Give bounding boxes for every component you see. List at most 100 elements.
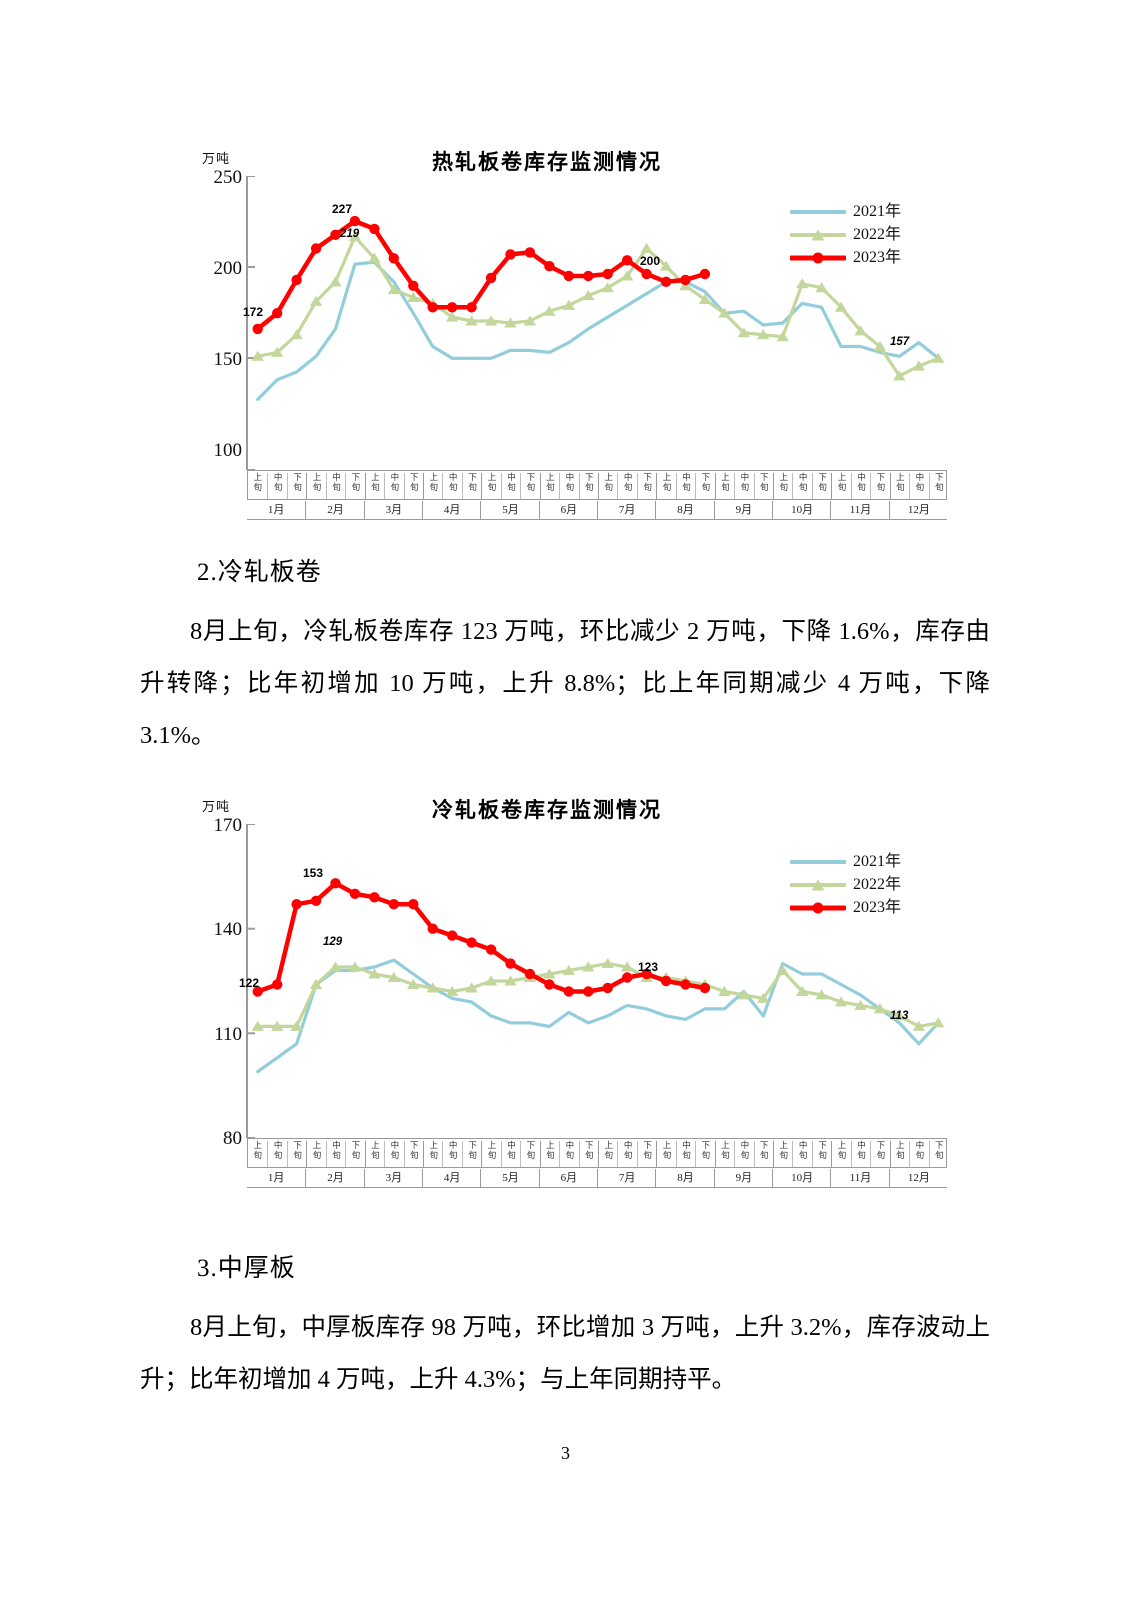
x-axis-decade-label: 上 旬 <box>364 1140 385 1167</box>
x-axis-decade-label: 上 旬 <box>714 1140 735 1167</box>
x-axis-decade-label: 中 旬 <box>850 472 871 499</box>
x-axis-decade-label: 上 旬 <box>481 472 501 499</box>
data-point-marker <box>601 957 614 969</box>
legend-swatch-2023-icon <box>790 899 846 917</box>
chart1-legend-item-2023[interactable]: 2023年 <box>790 246 901 269</box>
x-axis-decade-label: 下 旬 <box>520 472 540 499</box>
x-axis-month-label: 3月 <box>363 1169 423 1187</box>
paragraph-text-medium-plate: 8月上旬，中厚板库存 98 万吨，环比增加 3 万吨，上升 3.2%，库存波动上… <box>140 1314 990 1393</box>
data-point-marker <box>912 1020 925 1031</box>
data-point-marker <box>601 282 614 293</box>
legend-swatch-2022-icon <box>790 876 846 894</box>
data-point-marker <box>815 989 828 1000</box>
x-axis-decade-label: 中 旬 <box>325 1140 346 1167</box>
x-axis-decade-label: 下 旬 <box>461 472 482 499</box>
data-point-marker <box>348 231 362 242</box>
data-point-marker <box>718 307 731 318</box>
x-axis-decade-label: 下 旬 <box>695 1140 715 1167</box>
x-axis-decade-label: 上 旬 <box>831 1140 851 1167</box>
x-axis-decade-label: 下 旬 <box>461 1140 482 1167</box>
x-axis-decade-label: 中 旬 <box>559 472 579 499</box>
chart2-legend-item-2022[interactable]: 2022年 <box>790 873 901 896</box>
data-point-marker <box>252 986 263 997</box>
series-line-2023年 <box>255 218 708 332</box>
x-axis-decade-label: 上 旬 <box>656 1140 676 1167</box>
data-point-marker <box>466 302 477 313</box>
data-point-marker <box>309 295 323 306</box>
x-axis-decade-label: 中 旬 <box>734 472 754 499</box>
chart1-annotation-219: 219 <box>340 228 360 240</box>
x-axis-month-label: 4月 <box>422 501 481 519</box>
x-axis-decade-label: 下 旬 <box>811 472 832 499</box>
data-point-marker <box>582 961 595 972</box>
x-axis-decade-label: 上 旬 <box>889 1140 910 1167</box>
x-axis-month-label: 7月 <box>597 501 656 519</box>
data-point-marker <box>426 982 439 993</box>
x-axis-decade-label: 中 旬 <box>442 1140 462 1167</box>
chart1-legend-item-2022[interactable]: 2022年 <box>790 223 901 246</box>
chart1-annotation-172: 172 <box>243 305 264 319</box>
x-axis-month-label: 12月 <box>888 1169 948 1187</box>
data-point-marker <box>776 331 789 342</box>
x-axis-decade-label: 上 旬 <box>773 472 793 499</box>
paragraph-text-cold-rolled: 8月上旬，冷轧板卷库存 123 万吨，环比减少 2 万吨，下降 1.6%，库存由… <box>140 618 990 749</box>
chart2-legend-label-2022: 2022年 <box>853 875 902 893</box>
x-axis-decade-label: 下 旬 <box>578 1140 599 1167</box>
x-axis-baseline <box>247 1187 947 1188</box>
x-axis-decade-label: 上 旬 <box>253 1140 262 1160</box>
x-axis-decade-label: 下 旬 <box>636 472 657 499</box>
data-point-marker <box>912 360 925 371</box>
x-axis-month-label: 1月 <box>267 504 285 516</box>
chart2-legend-item-2021[interactable]: 2021年 <box>790 850 901 873</box>
x-axis-decade-label: 下 旬 <box>578 472 599 499</box>
data-point-marker <box>893 370 906 381</box>
x-axis-month-label: 10月 <box>772 501 831 519</box>
data-point-marker <box>757 329 770 340</box>
chart2-annotation-123: 123 <box>638 960 659 974</box>
data-point-marker <box>659 260 673 271</box>
x-axis-decade-label: 上 旬 <box>364 472 385 499</box>
chart2-x-axis: 上 旬中 旬下 旬上 旬中 旬下 旬上 旬中 旬下 旬上 旬中 旬下 旬上 旬中… <box>247 1138 947 1190</box>
data-point-marker <box>815 282 828 293</box>
x-axis-month-row: 1月 2月 3月 4月 5月 6月 7月 8月 9月 10月 11月 12月 <box>247 1168 947 1188</box>
x-axis-decade-label: 中 旬 <box>325 472 346 499</box>
data-point-marker <box>757 992 770 1003</box>
chart1-legend-item-2021[interactable]: 2021年 <box>790 200 901 223</box>
x-axis-month-label: 6月 <box>538 501 598 519</box>
data-point-marker <box>544 979 555 990</box>
chart1-plot-area <box>246 176 946 476</box>
x-axis-month-label: 2月 <box>305 1169 364 1187</box>
data-point-marker <box>447 930 458 941</box>
x-axis-decade-row: 上 旬中 旬下 旬上 旬中 旬下 旬上 旬中 旬下 旬上 旬中 旬下 旬上 旬中… <box>247 1138 947 1168</box>
data-point-marker <box>504 317 517 328</box>
series-line-2021年 <box>256 958 940 1074</box>
x-axis-month-label: 3月 <box>363 501 423 519</box>
data-point-marker <box>640 242 653 253</box>
data-point-marker <box>290 1020 303 1031</box>
data-point-marker <box>348 961 362 972</box>
data-point-marker <box>388 253 399 264</box>
chart1-title: 热轧板卷库存监测情况 <box>432 150 662 174</box>
chart1-annotation-157: 157 <box>890 336 910 348</box>
chart1-ytick-100: 100 <box>213 440 243 461</box>
data-point-marker <box>484 315 498 326</box>
data-point-marker <box>680 979 691 990</box>
data-point-marker <box>330 878 341 889</box>
chart2-legend-item-2023[interactable]: 2023年 <box>790 896 901 919</box>
chart1-unit-label: 万吨 <box>202 151 231 166</box>
x-axis-month-row: 1月 2月 3月 4月 5月 6月 7月 8月 9月 10月 11月 12月 <box>247 500 947 520</box>
chart2-legend: 2021年 2022年 2023年 <box>790 850 901 919</box>
x-axis-decade-label: 中 旬 <box>617 1140 637 1167</box>
data-point-marker <box>504 975 517 986</box>
x-axis-decade-label: 下 旬 <box>345 472 365 499</box>
x-axis-decade-label: 上 旬 <box>481 1140 501 1167</box>
x-axis-decade-label: 上 旬 <box>539 472 560 499</box>
x-axis-decade-label: 下 旬 <box>403 1140 424 1167</box>
x-axis-decade-label: 下 旬 <box>811 1140 832 1167</box>
x-axis-decade-label: 上 旬 <box>306 472 326 499</box>
data-point-marker <box>583 986 594 997</box>
data-point-marker <box>290 329 303 340</box>
data-point-marker <box>622 972 633 983</box>
x-axis-decade-label: 下 旬 <box>345 1140 365 1167</box>
data-point-marker <box>408 280 419 291</box>
